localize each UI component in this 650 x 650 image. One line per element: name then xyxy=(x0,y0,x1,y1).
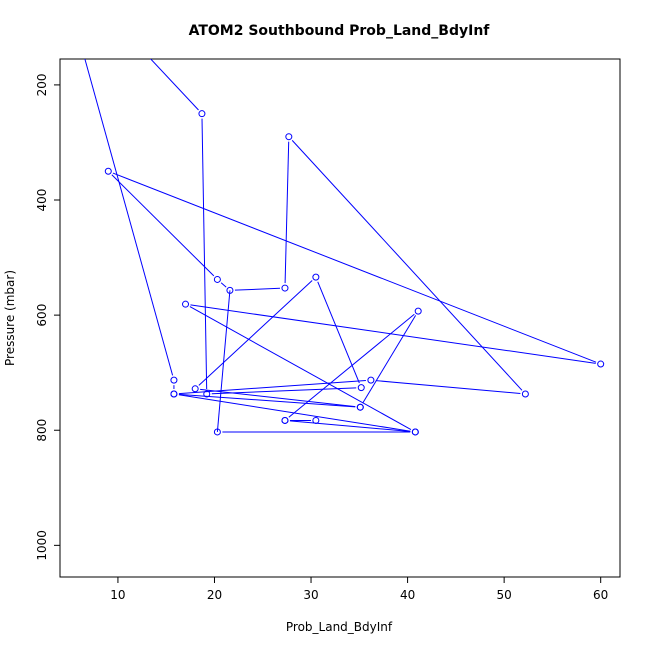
series-2-segment xyxy=(362,315,417,404)
data-point xyxy=(281,284,289,292)
data-point xyxy=(367,376,375,384)
data-point xyxy=(213,275,221,283)
data-point xyxy=(285,133,293,141)
data-point xyxy=(312,273,320,281)
data-point xyxy=(226,286,234,294)
data-point xyxy=(104,167,112,175)
series-1-segment xyxy=(317,281,360,384)
x-tick-label: 20 xyxy=(207,588,222,602)
data-point xyxy=(76,36,82,42)
series-1-segment xyxy=(190,304,596,364)
series-1-segment xyxy=(220,282,227,288)
series-1-segment xyxy=(201,118,208,389)
series-1-segment xyxy=(291,140,523,391)
data-point xyxy=(134,42,140,48)
series-1-segment xyxy=(211,387,357,395)
series-1-segment xyxy=(375,380,521,395)
y-tick-label: 1000 xyxy=(35,530,49,561)
plot-area xyxy=(76,36,605,436)
y-tick-label: 800 xyxy=(35,419,49,442)
data-point xyxy=(198,110,206,118)
data-point xyxy=(281,416,289,424)
series-1-segment xyxy=(84,59,174,376)
series-1-segment xyxy=(150,59,199,111)
x-axis: 10 20 30 40 50 60 xyxy=(110,577,608,602)
series-2-segment xyxy=(289,420,411,433)
chart-title: ATOM2 Southbound Prob_Land_BdyInf xyxy=(189,23,491,39)
series-2-segment xyxy=(288,313,415,418)
data-point xyxy=(411,428,419,436)
data-point xyxy=(312,416,320,424)
data-point xyxy=(356,403,364,411)
series-1-segment xyxy=(284,141,290,284)
x-tick-label: 60 xyxy=(593,588,608,602)
data-point xyxy=(170,390,178,398)
plot-frame xyxy=(59,58,621,578)
data-point xyxy=(414,307,422,315)
data-point xyxy=(357,384,365,392)
x-tick-label: 40 xyxy=(400,588,415,602)
data-point xyxy=(170,376,178,384)
y-tick-label: 600 xyxy=(35,304,49,327)
y-tick-label: 400 xyxy=(35,189,49,212)
x-axis-label: Prob_Land_BdyInf xyxy=(286,620,393,634)
series-connector xyxy=(216,290,231,433)
series-1-segment xyxy=(234,287,280,291)
series-1-segment xyxy=(111,174,215,277)
series-1-segment xyxy=(198,280,313,386)
data-point xyxy=(521,390,529,398)
y-axis: 200 400 600 800 1000 xyxy=(35,73,60,561)
y-tick-label: 200 xyxy=(35,73,49,96)
x-tick-label: 50 xyxy=(496,588,511,602)
x-tick-label: 10 xyxy=(110,588,125,602)
y-axis-label: Pressure (mbar) xyxy=(3,270,17,366)
data-point xyxy=(597,360,605,368)
series-1-segment xyxy=(178,380,366,395)
data-point xyxy=(191,385,199,393)
data-point xyxy=(213,428,221,436)
x-tick-label: 30 xyxy=(303,588,318,602)
data-point xyxy=(203,390,211,398)
data-point xyxy=(182,300,190,308)
series-1-segment xyxy=(189,306,412,430)
series-1-segment xyxy=(112,172,597,363)
series-1-segment xyxy=(200,388,356,408)
